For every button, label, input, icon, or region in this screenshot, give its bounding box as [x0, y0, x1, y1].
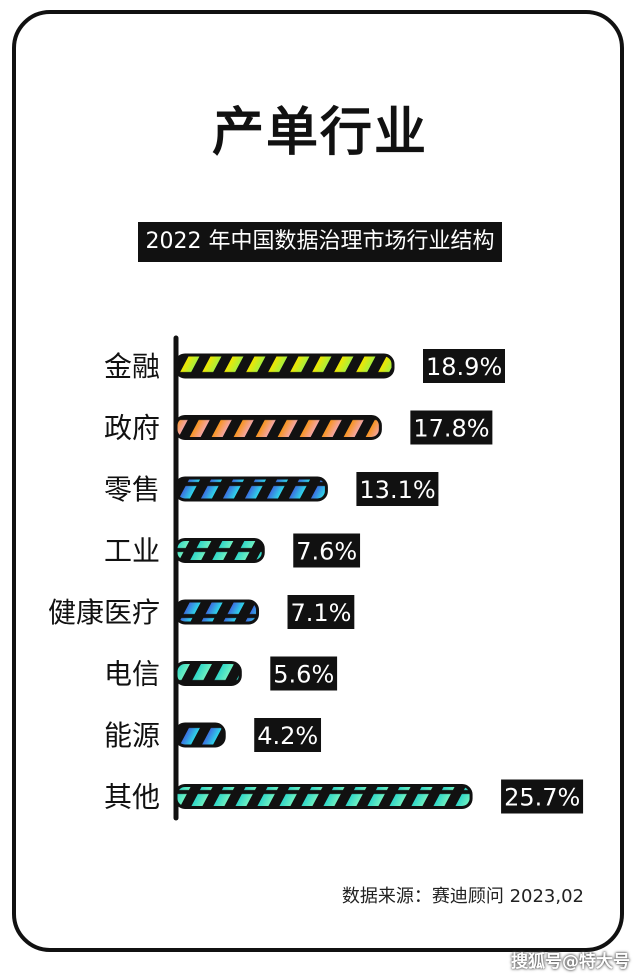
value-label: 4.2% — [257, 722, 318, 750]
value-label: 7.1% — [291, 599, 352, 627]
watermark: 搜狐号@特大号 — [511, 952, 630, 972]
chart-title: 2022 年中国数据治理市场行业结构 — [137, 222, 503, 262]
value-label-bg — [356, 472, 439, 506]
bar — [174, 661, 242, 686]
category-label: 电信 — [104, 658, 160, 691]
chart-title-wrap: 2022 年中国数据治理市场行业结构 — [0, 222, 640, 262]
bar — [174, 415, 382, 440]
bar — [174, 538, 265, 563]
value-label: 17.8% — [413, 415, 489, 443]
value-label-bg — [270, 656, 338, 691]
category-label: 工业 — [104, 535, 160, 568]
category-label: 零售 — [104, 473, 160, 506]
value-label: 18.9% — [426, 353, 502, 381]
category-label: 能源 — [104, 719, 160, 752]
value-label: 5.6% — [273, 661, 334, 689]
value-label-bg — [287, 595, 355, 629]
bar — [174, 599, 260, 625]
bar — [174, 353, 395, 379]
value-label: 25.7% — [504, 784, 580, 812]
value-label-bg — [293, 533, 361, 568]
category-label: 健康医疗 — [48, 596, 160, 629]
value-label-bg — [501, 779, 584, 814]
page-title: 产单行业 — [211, 103, 428, 163]
value-label-bg — [410, 410, 493, 445]
category-label: 其他 — [104, 781, 160, 814]
data-source: 数据来源：赛迪顾问 2023,02 — [341, 886, 584, 907]
value-label-bg — [254, 718, 322, 752]
category-label: 政府 — [104, 412, 160, 445]
value-label: 13.1% — [359, 476, 435, 504]
value-label: 7.6% — [296, 538, 357, 566]
bar — [174, 476, 328, 502]
bar — [174, 784, 473, 809]
value-label-bg — [423, 349, 505, 383]
category-label: 金融 — [104, 350, 160, 383]
bar — [174, 722, 226, 748]
